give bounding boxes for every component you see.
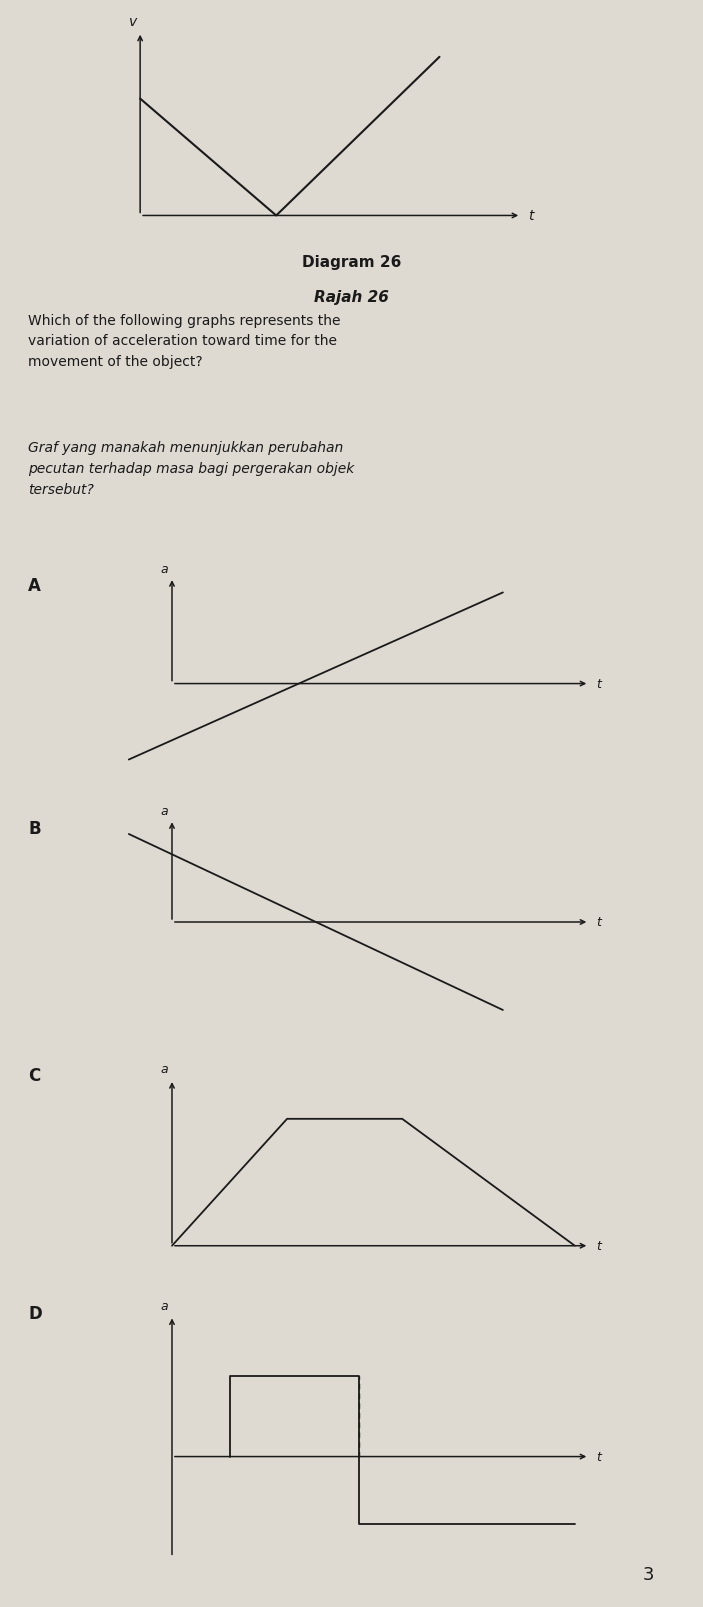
Text: t: t	[596, 916, 601, 929]
Text: a: a	[161, 1062, 169, 1075]
Text: 3: 3	[643, 1565, 654, 1583]
Text: Which of the following graphs represents the
variation of acceleration toward ti: Which of the following graphs represents…	[28, 313, 341, 368]
Text: D: D	[28, 1303, 42, 1323]
Text: a: a	[161, 1300, 169, 1313]
Text: a: a	[161, 562, 169, 575]
Text: Graf yang manakah menunjukkan perubahan
pecutan terhadap masa bagi pergerakan ob: Graf yang manakah menunjukkan perubahan …	[28, 440, 354, 497]
Text: B: B	[28, 820, 41, 837]
Text: A: A	[28, 577, 41, 595]
Text: Rajah 26: Rajah 26	[314, 289, 389, 305]
Text: t: t	[596, 678, 601, 691]
Text: t: t	[596, 1450, 601, 1462]
Text: Diagram 26: Diagram 26	[302, 254, 401, 270]
Text: t: t	[596, 1239, 601, 1252]
Text: a: a	[161, 805, 169, 818]
Text: t: t	[528, 209, 534, 223]
Text: C: C	[28, 1067, 40, 1085]
Text: v: v	[129, 14, 138, 29]
